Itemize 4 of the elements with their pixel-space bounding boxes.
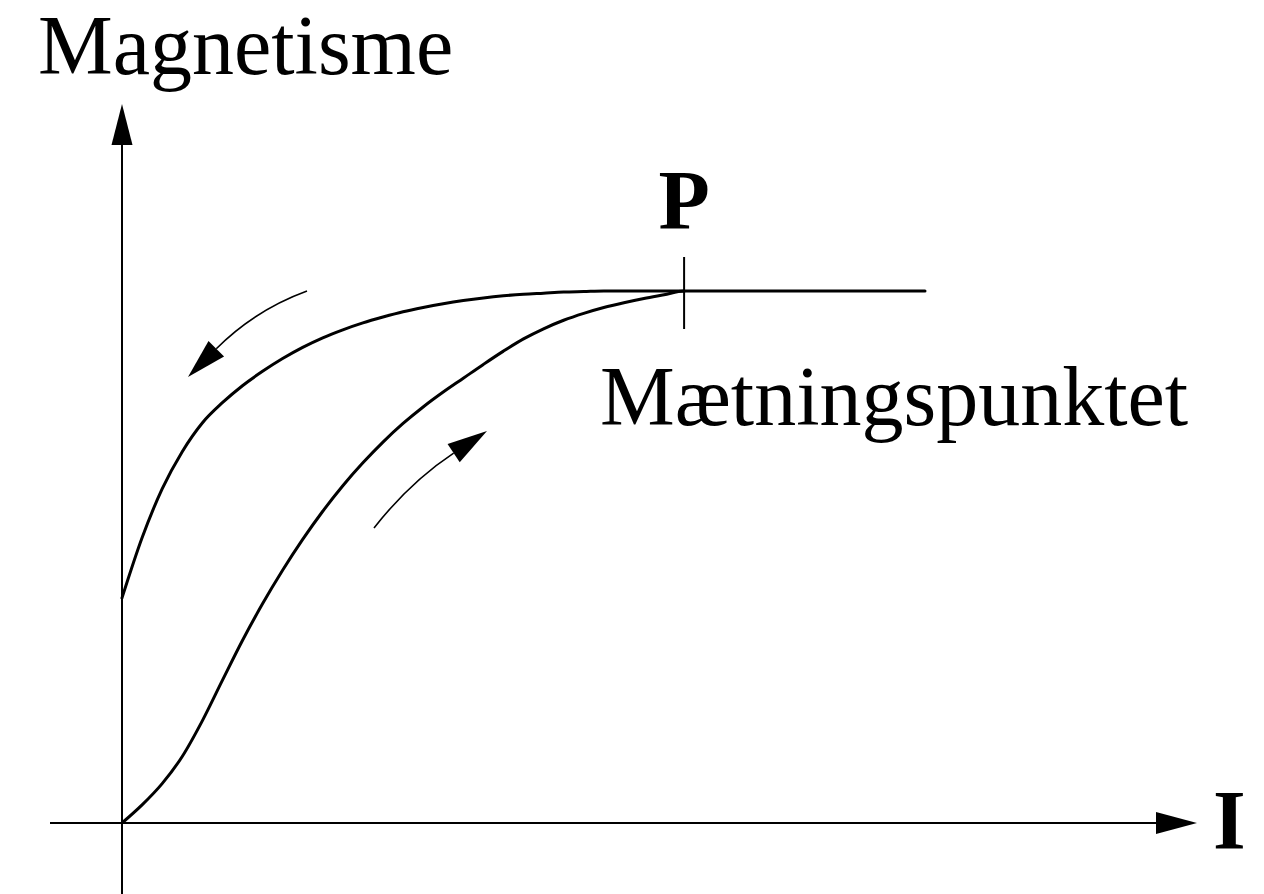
- annotation: Mætningspunktet: [600, 350, 1189, 443]
- x-axis-title: I: [1213, 774, 1246, 867]
- annotation: P: [658, 154, 710, 247]
- y-axis-title: Magnetisme: [38, 0, 454, 92]
